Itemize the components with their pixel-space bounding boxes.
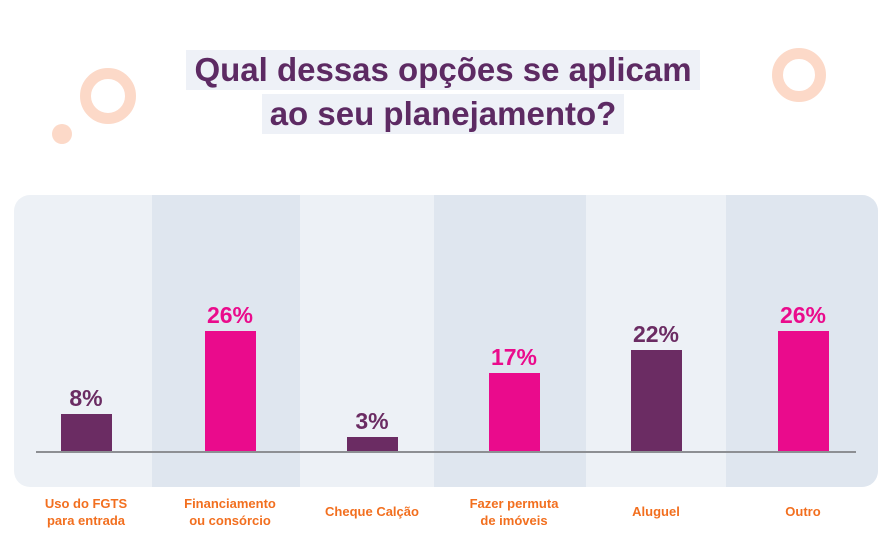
decorative-dot-left [52,124,72,144]
bar-0 [60,414,112,451]
chart-panel: 8% 26% 3% 17% 22% 26% [14,195,878,487]
x-axis-baseline [36,451,856,453]
chart-title: Qual dessas opções se aplicam ao seu pla… [0,50,886,136]
title-line-1: Qual dessas opções se aplicam [186,50,700,90]
data-label-2: 3% [355,408,389,435]
category-label-4: Aluguel [632,504,680,519]
bar-4 [630,349,682,451]
category-label-5: Outro [785,504,821,519]
data-label-3: 17% [490,343,538,370]
data-label-0: 8% [69,385,103,412]
bar-3 [488,372,540,451]
category-label-3: Fazer permuta de imóveis [469,496,559,528]
data-label-5: 26% [779,302,827,329]
bar-5 [777,331,829,451]
title-line-2: ao seu planejamento? [261,94,625,134]
data-label-4: 22% [632,320,680,347]
category-label-1: Financiamento ou consórcio [184,496,276,528]
category-label-0: Uso do FGTS para entrada [44,496,128,528]
category-label-2: Cheque Calção [325,504,419,519]
decorative-ring-left [80,68,136,124]
decorative-ring-right [772,48,826,102]
bar-1 [204,331,256,451]
bar-2 [346,437,398,451]
data-label-1: 26% [206,302,254,329]
